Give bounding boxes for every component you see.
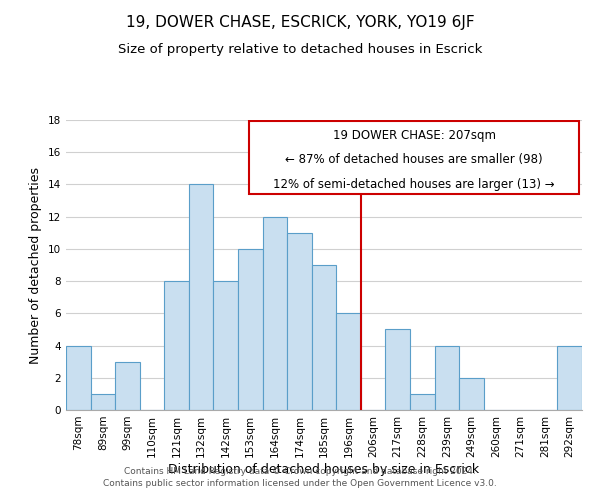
X-axis label: Distribution of detached houses by size in Escrick: Distribution of detached houses by size … (169, 462, 479, 475)
Y-axis label: Number of detached properties: Number of detached properties (29, 166, 43, 364)
Bar (434, 346, 459, 410)
Text: 19, DOWER CHASE, ESCRICK, YORK, YO19 6JF: 19, DOWER CHASE, ESCRICK, YORK, YO19 6JF (125, 15, 475, 30)
Text: 12% of semi-detached houses are larger (13) →: 12% of semi-detached houses are larger (… (274, 178, 555, 191)
Bar (336, 314, 361, 410)
Bar (91, 394, 115, 410)
Bar (214, 281, 238, 410)
Bar (459, 378, 484, 410)
Bar (385, 330, 410, 410)
Bar (287, 233, 312, 410)
FancyBboxPatch shape (249, 122, 580, 194)
Bar (115, 362, 140, 410)
Text: Size of property relative to detached houses in Escrick: Size of property relative to detached ho… (118, 42, 482, 56)
Bar (312, 265, 336, 410)
Bar (238, 249, 263, 410)
Text: 19 DOWER CHASE: 207sqm: 19 DOWER CHASE: 207sqm (333, 128, 496, 141)
Text: Contains HM Land Registry data © Crown copyright and database right 2024.
Contai: Contains HM Land Registry data © Crown c… (103, 466, 497, 487)
Bar (557, 346, 582, 410)
Bar (410, 394, 434, 410)
Text: ← 87% of detached houses are smaller (98): ← 87% of detached houses are smaller (98… (286, 154, 543, 166)
Bar (189, 184, 214, 410)
Bar (263, 216, 287, 410)
Bar (66, 346, 91, 410)
Bar (164, 281, 189, 410)
